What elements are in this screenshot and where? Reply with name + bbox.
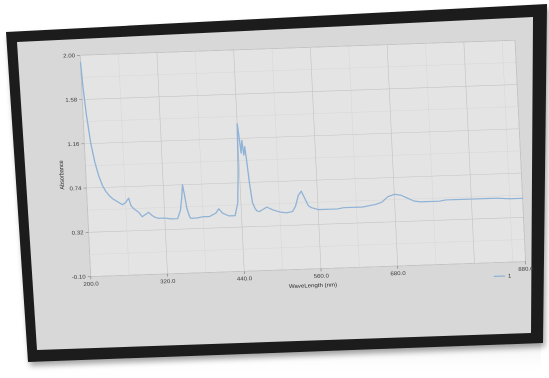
v-gridline [156, 52, 168, 274]
h-gridline [86, 172, 522, 189]
v-gridline [310, 47, 322, 269]
x-tick-label: 560.0 [314, 274, 330, 280]
h-gridline [90, 261, 526, 277]
y-axis-label: Absorbance [59, 160, 67, 189]
x-tick-labels: 200.0 320.0 440.0 560.0 680.0 880.0 [83, 267, 533, 288]
y-tick-label: 0.74 [69, 186, 82, 192]
x-tick-label: 200.0 [83, 282, 99, 288]
x-axis-label: WaveLength (nm) [289, 283, 338, 290]
y-tick-label: 0.32 [72, 231, 84, 237]
h-minor-gridline [87, 194, 523, 211]
v-minor-gridline [425, 43, 437, 265]
h-gridline [80, 39, 516, 56]
h-minor-gridline [81, 62, 517, 78]
h-minor-gridline [83, 106, 519, 122]
v-gridline [79, 55, 92, 277]
y-tick-labels: 2.00 1.58 1.16 0.74 0.32 -0.10 [63, 53, 86, 281]
x-tick-label: 320.0 [160, 279, 176, 285]
h-minor-gridline [85, 150, 521, 167]
v-gridline [233, 49, 245, 272]
legend-label-1: 1 [508, 274, 512, 280]
v-gridline [514, 40, 526, 262]
v-minor-gridline [502, 40, 514, 263]
v-gridline [463, 41, 475, 264]
y-tick-label: -0.10 [72, 275, 86, 281]
x-tick-label: 880.0 [518, 267, 534, 273]
h-gridline [82, 84, 518, 100]
h-gridline [88, 217, 524, 233]
y-tick-label: 1.58 [65, 98, 77, 104]
v-minor-gridline [118, 53, 130, 276]
legend[interactable]: 1 [493, 274, 512, 280]
v-gridline [386, 44, 398, 266]
v-minor-gridline [271, 48, 283, 270]
plot-layer: 2.00 1.58 1.16 0.74 0.32 -0.10 200.0 320.0 440.… [59, 39, 534, 290]
y-tick-label: 2.00 [63, 53, 75, 59]
series-layer [79, 62, 524, 220]
series-line-1 [79, 62, 524, 220]
h-minor-gridline [89, 239, 525, 255]
x-tick-label: 680.0 [390, 271, 406, 277]
x-tick-label: 440.0 [237, 276, 253, 282]
h-gridline [84, 128, 520, 145]
grid-lines [77, 39, 527, 280]
v-minor-gridline [195, 51, 207, 273]
y-tick-label: 1.16 [67, 142, 79, 148]
v-minor-gridline [348, 45, 360, 268]
